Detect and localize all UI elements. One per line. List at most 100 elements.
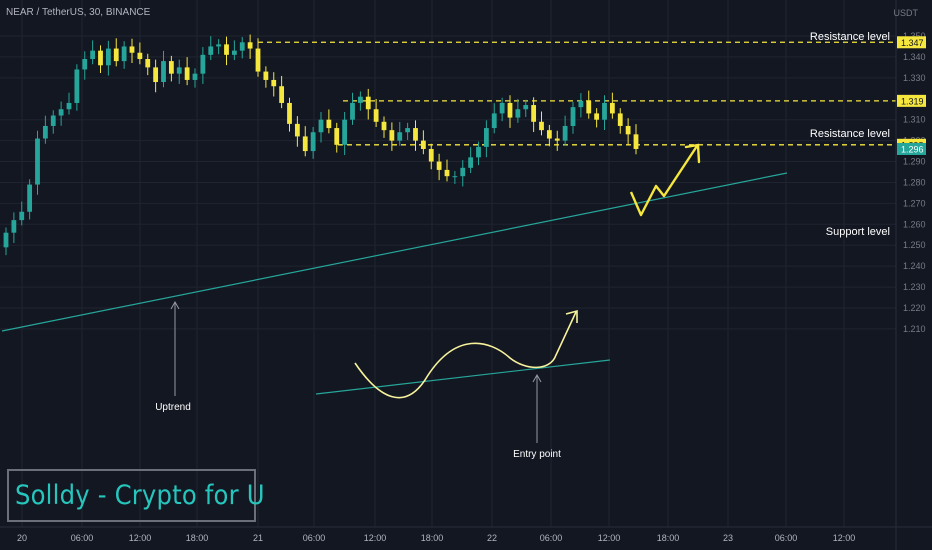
candle — [420, 130, 426, 155]
candle — [397, 121, 403, 146]
candle-body — [334, 128, 340, 145]
candle-body — [3, 232, 9, 248]
time-tick-label: 20 — [17, 533, 27, 543]
candle — [192, 68, 198, 88]
projection-zigzag — [629, 145, 699, 217]
candle — [42, 115, 48, 144]
time-tick-label: 18:00 — [421, 533, 444, 543]
price-tick-label: 1.270 — [903, 198, 926, 208]
candle — [200, 47, 206, 84]
candle-body — [554, 138, 560, 141]
candle-body — [287, 102, 292, 124]
candle-body — [562, 125, 568, 141]
candle — [27, 179, 33, 220]
time-tick-label: 12:00 — [129, 533, 152, 543]
candle-body — [231, 50, 237, 55]
candle-body — [539, 121, 544, 131]
currency-label: USDT — [893, 8, 919, 18]
candle — [507, 95, 513, 128]
candle-body — [153, 67, 159, 83]
candle-body — [594, 113, 600, 120]
candle-body — [66, 102, 72, 110]
candle-body — [460, 167, 466, 177]
candle-body — [121, 46, 127, 62]
candle-body — [625, 125, 631, 135]
price-badge-text: 1.347 — [901, 38, 924, 48]
candle-body — [42, 125, 48, 139]
candle — [365, 88, 371, 120]
candle — [436, 153, 442, 181]
candle — [153, 59, 159, 93]
price-badge-1.296: 1.296 — [897, 142, 926, 155]
candle-body — [247, 42, 253, 49]
candle — [58, 101, 64, 126]
candle-body — [413, 128, 418, 141]
candle — [231, 40, 237, 61]
candle — [82, 51, 88, 80]
candle — [389, 122, 395, 151]
candle-body — [578, 100, 584, 108]
candle — [483, 120, 489, 158]
price-tick-label: 1.240 — [903, 261, 926, 271]
symbol-header: NEAR / TetherUS, 30, BINANCE — [6, 7, 151, 18]
candle — [428, 143, 434, 170]
candle — [287, 97, 292, 132]
candle — [247, 34, 253, 59]
candle — [491, 103, 497, 134]
candle — [216, 39, 222, 55]
uptrend-line — [1, 172, 788, 332]
time-tick-label: 22 — [487, 533, 497, 543]
trendlines — [1, 172, 788, 395]
time-tick-label: 06:00 — [540, 533, 563, 543]
uptrend-label: Uptrend — [155, 402, 191, 413]
candle — [208, 36, 214, 61]
candle — [19, 201, 25, 226]
candle — [562, 115, 568, 146]
candle-body — [499, 102, 505, 114]
candle — [460, 160, 466, 187]
price-tick-label: 1.280 — [903, 177, 926, 187]
price-axis: 1.3501.3401.3301.3101.3001.2901.2801.270… — [897, 31, 926, 334]
candle-body — [397, 132, 403, 141]
candle-body — [546, 130, 552, 139]
candle-body — [310, 132, 316, 152]
candle — [161, 50, 166, 88]
candle-body — [74, 69, 80, 103]
candle — [224, 36, 229, 66]
candle-body — [176, 67, 182, 74]
support-level-label: Support level — [826, 226, 890, 238]
candle — [452, 170, 458, 184]
candle-body — [271, 79, 277, 87]
resistance-level-top-label: Resistance level — [810, 31, 890, 43]
time-tick-label: 12:00 — [598, 533, 621, 543]
candle-body — [342, 119, 348, 145]
price-tick-label: 1.310 — [903, 115, 926, 125]
candle-body — [129, 46, 135, 53]
candlesticks — [3, 34, 639, 256]
time-tick-label: 18:00 — [186, 533, 209, 543]
candle-body — [216, 44, 222, 47]
uptrend-pointer-head — [170, 300, 180, 310]
candle — [578, 93, 584, 118]
candle-body — [145, 59, 151, 68]
candle-body — [11, 220, 17, 233]
chart-grid — [0, 0, 896, 527]
price-badge-1.319: 1.319 — [897, 94, 926, 107]
candle-body — [35, 138, 40, 185]
candle — [74, 64, 80, 111]
candle — [66, 92, 72, 115]
candle-body — [50, 115, 56, 126]
time-tick-label: 12:00 — [364, 533, 387, 543]
candle — [373, 98, 379, 128]
candle — [310, 127, 316, 159]
candle — [554, 130, 560, 151]
price-badge-text: 1.319 — [901, 96, 924, 106]
candle — [263, 66, 269, 88]
candle-body — [200, 54, 206, 74]
price-tick-label: 1.290 — [903, 157, 926, 167]
price-tick-label: 1.330 — [903, 73, 926, 83]
candle — [617, 108, 623, 134]
candle — [468, 147, 474, 174]
candle — [105, 40, 111, 76]
